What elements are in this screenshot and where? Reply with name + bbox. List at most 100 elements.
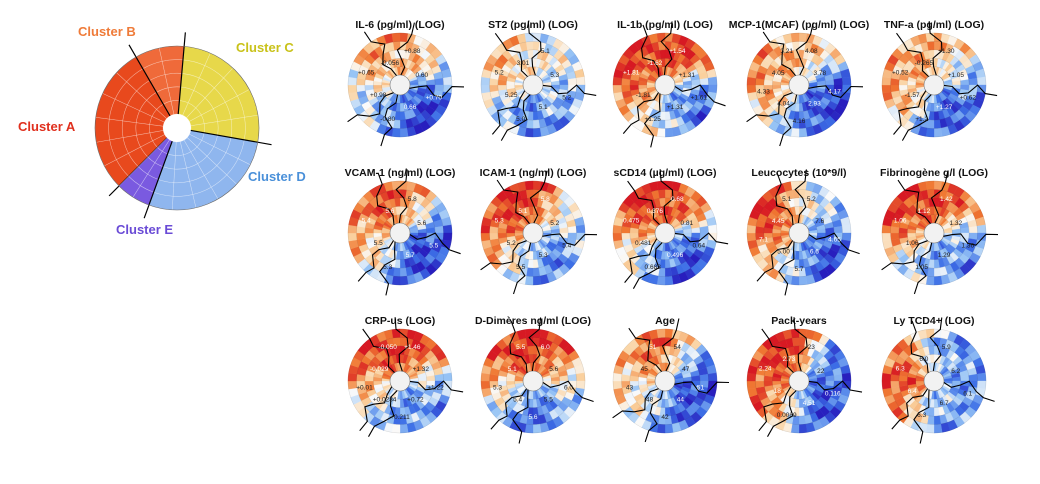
cluster-cell-a (122, 134, 141, 154)
data-label: 5.00 (777, 248, 790, 255)
data-label: 45 (641, 366, 649, 373)
cluster-boundary-line (542, 84, 597, 96)
cluster-boundary-line (674, 84, 726, 107)
heat-cell (925, 180, 935, 191)
cluster-cell-d (174, 154, 187, 170)
panel-2: ST2 (pg/ml) (LOG) 5.1 5.3 5.2 5.1 5.0 5.25 5.2 3… (480, 19, 597, 141)
data-label: 48 (646, 396, 654, 403)
data-label: 5.2 (550, 220, 559, 227)
heat-cell (664, 275, 674, 286)
heat-cell (567, 374, 577, 382)
cluster-boundary (190, 129, 272, 146)
center-hole (788, 74, 810, 96)
heat-cell (792, 337, 800, 347)
cluster-cell-d (190, 146, 208, 165)
data-label: 5.5 (429, 242, 438, 249)
data-label: 5.2 (562, 94, 571, 101)
panel-14: Pack-years 23 22 0.116 4.51 0.0089 18 2.24 2.73 (746, 315, 863, 437)
heat-cell (699, 374, 709, 382)
cluster-boundary-line (363, 31, 397, 76)
data-label: 0.60 (415, 72, 428, 79)
center-hole (788, 370, 810, 392)
ring-line (347, 32, 453, 138)
heat-cell (489, 232, 499, 240)
center-hole (654, 74, 676, 96)
data-label: +1.31 (679, 72, 696, 79)
heat-cell (480, 232, 491, 242)
data-label: +1.05 (948, 72, 965, 79)
data-label: 5.3 (493, 384, 502, 391)
heat-cell (925, 32, 935, 43)
heat-cell (347, 84, 358, 94)
heat-cell (976, 372, 987, 382)
heat-cell (746, 232, 757, 242)
data-label: -0.050 (378, 344, 397, 351)
cluster-cell-d (173, 167, 190, 184)
data-label: 5.2 (495, 70, 504, 77)
panel-title: VCAM-1 (ng/ml) (LOG) (345, 167, 456, 179)
cluster-cell-c (204, 87, 226, 110)
panel-8: sCD14 (µg/ml) (LOG) 0.68 0.81 0.64 0.496 0.68… (612, 167, 729, 289)
data-label: 1.06 (894, 218, 907, 225)
cluster-label-b: Cluster B (78, 24, 136, 39)
cluster-cell-d (183, 137, 198, 153)
data-label: 4.51 (803, 400, 816, 407)
data-label: +1.32 (413, 366, 430, 373)
data-label: 0.68 (671, 196, 684, 203)
heat-cell (790, 180, 800, 191)
data-label: 5.5 (516, 344, 525, 351)
heat-cell (656, 32, 666, 43)
cluster-boundary-line (494, 32, 528, 77)
cluster-boundary-line (641, 24, 660, 78)
heat-cell (968, 78, 978, 86)
data-label: 5.3 (539, 252, 548, 259)
data-label: 5.4 (362, 218, 371, 225)
cluster-cell-e (157, 137, 170, 152)
data-label: +0.88 (404, 48, 421, 55)
data-label: 1.29 (938, 252, 951, 259)
heat-cell (841, 224, 852, 234)
data-label: -1.62 (647, 60, 662, 67)
center-hole (654, 370, 676, 392)
cluster-cell-d (203, 165, 228, 188)
data-label: 6.1 (963, 390, 972, 397)
cluster-cell-d (189, 175, 212, 195)
heat-cell (524, 32, 534, 43)
panel-title: IL-1b (pg/ml) (LOG) (617, 19, 713, 31)
data-label: 43 (626, 384, 634, 391)
data-label: 1.32 (949, 220, 962, 227)
data-label: 54 (674, 344, 682, 351)
ring-line (497, 49, 569, 121)
heat-cell (480, 84, 491, 94)
data-label: 2.73 (783, 356, 796, 363)
panel-title: D-Dimères ng/ml (LOG) (475, 315, 591, 327)
data-label: 5.1 (518, 208, 527, 215)
cluster-boundary-line (660, 21, 673, 76)
cluster-cell-e (137, 156, 156, 175)
panel-12: D-Dimères ng/ml (LOG) 6.0 5.6 6.0 5.5 5.6 5.4 5… (475, 315, 594, 444)
center-hole (522, 222, 544, 244)
cluster-label-e: Cluster E (116, 222, 173, 237)
data-label: 6.0 (564, 384, 573, 391)
cluster-cell-e (128, 166, 148, 187)
data-label: 6.0 (541, 344, 550, 351)
data-label: 5.6 (417, 220, 426, 227)
heat-cell (664, 119, 672, 129)
panel-9: Leucocytes (10*9/l) 5.2 7.6 4.65 6.6 5.7 5.00 7… (746, 167, 860, 296)
cluster-cell-c (177, 100, 189, 116)
heat-cell (925, 328, 935, 339)
heat-cell (658, 189, 666, 199)
data-label: +0.0284 (373, 396, 397, 403)
ring-line (746, 32, 852, 138)
cluster-boundary-line (795, 22, 814, 76)
heat-cell (798, 415, 806, 425)
heat-cell (442, 76, 453, 86)
heat-cell (968, 226, 978, 234)
data-label: 5.6 (549, 366, 558, 373)
data-label: 5.5 (544, 396, 553, 403)
ring-line (638, 58, 693, 112)
cluster-cell-c (182, 102, 197, 119)
panel-11: CRP-us (LOG) +1.46 +1.32 +1.22+0.72 +0.211 +0… (347, 315, 464, 437)
data-label: 4.16 (793, 118, 806, 125)
data-label: 4.08 (805, 48, 818, 55)
